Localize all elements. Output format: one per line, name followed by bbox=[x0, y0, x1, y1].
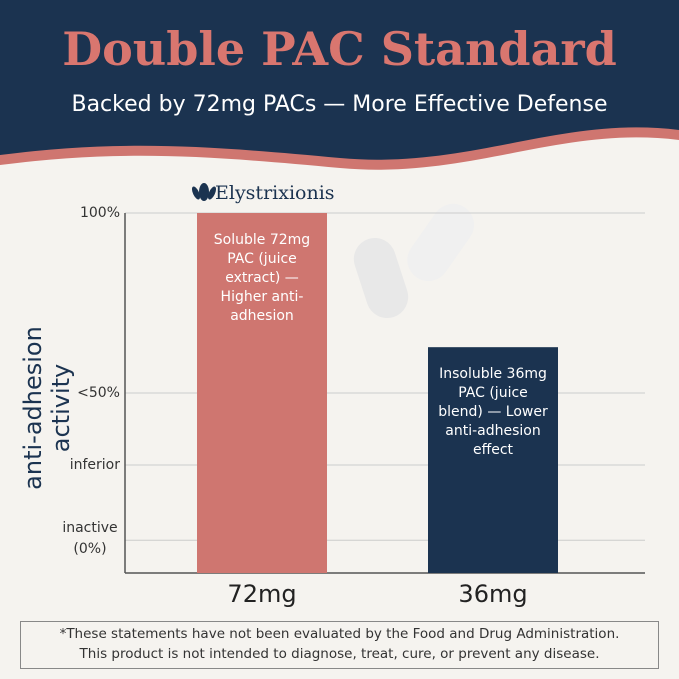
y-axis-label: anti-adhesion activity bbox=[19, 326, 75, 490]
y-tick-label: 100% bbox=[79, 205, 120, 221]
disclaimer-line: *These statements have not been evaluate… bbox=[59, 626, 620, 642]
bar-label: Insoluble 36mg PAC (juice blend) — Lower… bbox=[438, 366, 548, 459]
bar bbox=[428, 347, 558, 573]
brand-icon bbox=[191, 183, 217, 201]
x-tick-label: 72mg bbox=[227, 580, 297, 608]
disclaimer: *These statements have not been evaluate… bbox=[20, 621, 659, 669]
y-tick-label: inferior bbox=[69, 457, 120, 473]
y-tick-label: inactive (0%) bbox=[62, 520, 118, 558]
subtitle: Backed by 72mg PACs — More Effective Def… bbox=[71, 92, 608, 117]
header-band bbox=[0, 0, 679, 160]
brand: Elystrixionis bbox=[215, 182, 335, 204]
y-tick-label: <50% bbox=[77, 385, 120, 401]
bar-label: Soluble 72mg PAC (juice extract) — Highe… bbox=[213, 232, 311, 324]
bar bbox=[197, 213, 327, 573]
title: Double PAC Standard bbox=[62, 22, 617, 76]
capsules bbox=[353, 203, 475, 319]
disclaimer-line: This product is not intended to diagnose… bbox=[79, 646, 600, 662]
x-tick-label: 36mg bbox=[458, 580, 528, 608]
